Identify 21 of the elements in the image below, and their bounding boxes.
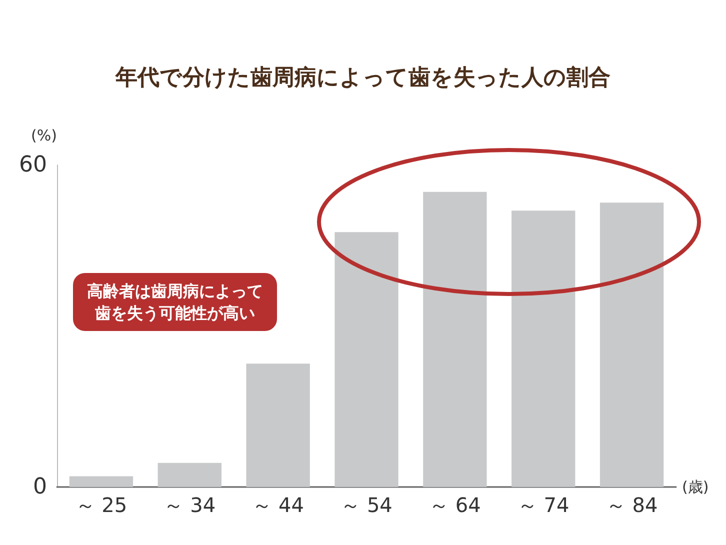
bar [423,192,487,487]
bar [246,364,310,487]
bar [69,476,134,487]
bar [600,202,664,487]
x-tick-label: ～ 54 [340,493,392,517]
x-axis-title: (歳) [682,478,709,496]
y-tick-label: 60 [19,152,47,178]
x-tick-label: ～ 25 [75,493,128,517]
annotation: 高齢者は歯周病によって [87,282,263,300]
x-tick-label: ～ 64 [429,493,481,517]
x-tick-label: ～ 74 [517,493,570,517]
x-tick-label: ～ 44 [252,493,304,517]
y-tick-label: 0 [33,474,47,500]
bar [158,462,222,487]
chart-title: 年代で分けた歯周病によって歯を失った人の割合 [114,66,610,90]
bar [334,232,398,487]
y-axis-title: (%) [31,126,57,144]
x-tick-label: ～ 34 [164,493,216,517]
x-tick-label: ～ 84 [606,493,658,517]
bar [512,210,576,487]
annotation: 歯を失う可能性が高い [94,304,255,322]
